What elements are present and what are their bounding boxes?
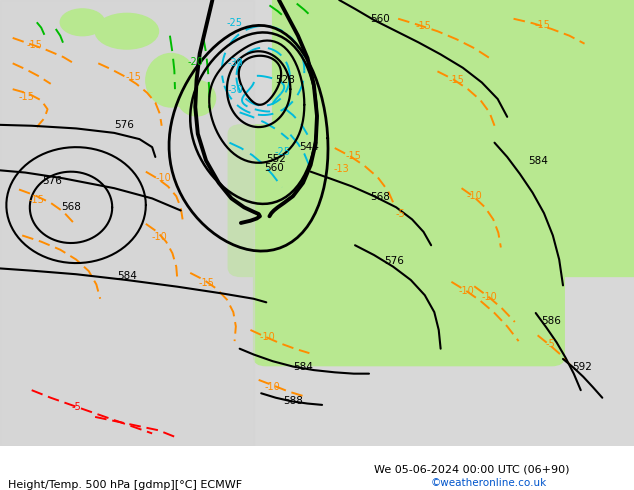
Text: 576: 576 [42, 175, 62, 186]
Text: -10: -10 [265, 382, 280, 392]
Text: 584: 584 [293, 362, 313, 371]
Text: 584: 584 [527, 155, 548, 166]
Text: 552: 552 [266, 154, 286, 164]
Text: -10: -10 [156, 173, 171, 183]
Text: 528: 528 [275, 75, 295, 85]
FancyBboxPatch shape [254, 236, 564, 366]
Text: 560: 560 [264, 163, 284, 172]
Text: -5: -5 [71, 402, 81, 412]
Ellipse shape [95, 13, 158, 49]
Text: 568: 568 [61, 202, 81, 212]
Text: -10: -10 [458, 286, 474, 296]
Text: -10: -10 [152, 232, 167, 242]
Bar [0, 0, 254, 446]
Text: -13: -13 [333, 164, 349, 173]
Text: ©weatheronline.co.uk: ©weatheronline.co.uk [431, 478, 547, 488]
Text: -30: -30 [228, 85, 243, 95]
Text: -25: -25 [226, 18, 243, 28]
Text: -30: -30 [228, 58, 243, 68]
Text: 584: 584 [117, 271, 137, 281]
Text: -15: -15 [534, 20, 550, 29]
Text: -15: -15 [18, 92, 35, 102]
Text: 588: 588 [283, 396, 303, 406]
Text: Height/Temp. 500 hPa [gdmp][°C] ECMWF: Height/Temp. 500 hPa [gdmp][°C] ECMWF [8, 480, 242, 490]
Text: -5: -5 [396, 209, 406, 219]
FancyBboxPatch shape [228, 125, 634, 276]
Text: -15: -15 [415, 21, 432, 31]
Text: -15: -15 [29, 195, 45, 205]
Text: -20: -20 [187, 56, 204, 67]
Text: -10: -10 [482, 292, 497, 301]
Ellipse shape [146, 53, 197, 107]
FancyBboxPatch shape [273, 0, 634, 210]
Ellipse shape [178, 80, 216, 116]
Text: -10: -10 [260, 332, 275, 342]
Text: 576: 576 [384, 256, 404, 266]
Text: We 05-06-2024 00:00 UTC (06+90): We 05-06-2024 00:00 UTC (06+90) [374, 465, 569, 474]
Text: -10: -10 [467, 191, 482, 201]
Text: -15: -15 [27, 41, 43, 50]
Text: -15: -15 [346, 151, 362, 161]
Text: 544: 544 [299, 142, 320, 152]
Text: -15: -15 [198, 278, 214, 288]
Text: -15: -15 [125, 72, 141, 82]
Text: -15: -15 [448, 75, 465, 85]
Ellipse shape [60, 9, 105, 36]
Text: 568: 568 [370, 192, 391, 202]
Text: 586: 586 [541, 316, 562, 326]
Text: -5: -5 [545, 339, 555, 349]
Text: 576: 576 [113, 120, 134, 130]
Text: 592: 592 [572, 362, 592, 371]
Text: -25: -25 [274, 147, 290, 157]
Text: 560: 560 [370, 14, 391, 24]
